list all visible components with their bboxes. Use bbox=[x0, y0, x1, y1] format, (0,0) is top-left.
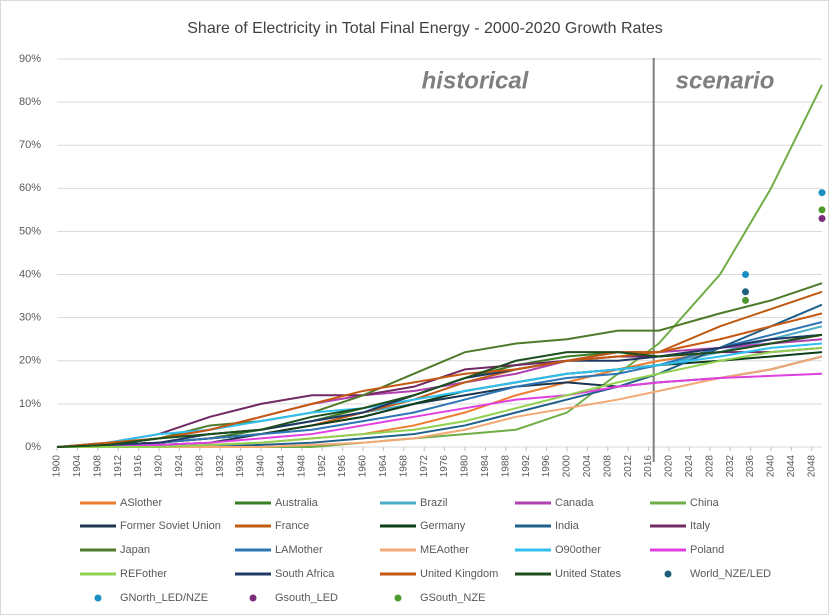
series-line bbox=[57, 321, 823, 448]
legend-label: World_NZE/LED bbox=[690, 568, 771, 580]
x-tick-label: 2020 bbox=[664, 455, 675, 478]
x-tick-label: 2016 bbox=[643, 455, 654, 478]
series-line bbox=[57, 346, 823, 448]
legend-label: Gsouth_LED bbox=[275, 592, 338, 604]
legend-label: REFother bbox=[120, 568, 167, 580]
legend-label: India bbox=[555, 520, 580, 532]
x-tick-label: 2000 bbox=[562, 455, 573, 478]
x-tick-label: 1920 bbox=[154, 455, 165, 478]
x-tick-label: 1904 bbox=[72, 455, 83, 478]
legend-label: Italy bbox=[690, 520, 711, 532]
x-tick-label: 1996 bbox=[541, 455, 552, 478]
x-tick-label: 1932 bbox=[215, 455, 226, 478]
y-tick-label: 70% bbox=[19, 139, 41, 151]
chart-title: Share of Electricity in Total Final Ener… bbox=[187, 20, 663, 37]
legend-label: China bbox=[690, 497, 720, 509]
annotation: scenario bbox=[676, 67, 775, 94]
x-tick-label: 1988 bbox=[500, 455, 511, 478]
legend-label: United Kingdom bbox=[420, 568, 498, 580]
x-tick-label: 1976 bbox=[439, 455, 450, 478]
y-tick-label: 60% bbox=[19, 182, 41, 194]
x-tick-label: 2032 bbox=[725, 455, 736, 478]
legend-label: France bbox=[275, 520, 309, 532]
x-tick-label: 2028 bbox=[704, 455, 715, 478]
scatter-point bbox=[818, 189, 826, 197]
legend-label: Germany bbox=[420, 520, 466, 532]
legend-label: Australia bbox=[275, 497, 319, 509]
x-tick-label: 1968 bbox=[398, 455, 409, 478]
x-tick-label: 1924 bbox=[174, 455, 185, 478]
legend-label: MEAother bbox=[420, 544, 469, 556]
scatter-point bbox=[742, 296, 749, 304]
x-tick-label: 2048 bbox=[806, 455, 817, 478]
scatter-point bbox=[742, 288, 749, 296]
x-tick-label: 1984 bbox=[480, 455, 491, 478]
series-line bbox=[56, 312, 823, 448]
x-tick-label: 1948 bbox=[296, 455, 307, 478]
y-tick-label: 0% bbox=[25, 441, 41, 453]
legend-label: United States bbox=[555, 568, 622, 580]
series-line bbox=[56, 342, 823, 448]
scatter-point bbox=[818, 215, 826, 223]
scatter-point bbox=[742, 271, 749, 279]
legend-marker bbox=[94, 594, 102, 602]
x-tick-label: 1952 bbox=[317, 455, 328, 478]
series-line bbox=[57, 372, 823, 448]
y-tick-label: 10% bbox=[19, 398, 41, 410]
x-tick-label: 2008 bbox=[602, 455, 613, 478]
y-tick-label: 20% bbox=[19, 355, 41, 367]
x-tick-label: 1916 bbox=[133, 455, 144, 478]
x-tick-label: 1900 bbox=[52, 455, 63, 478]
legend-label: GSouth_NZE bbox=[420, 592, 485, 604]
x-tick-label: 1964 bbox=[378, 455, 389, 478]
annotation: historical bbox=[422, 67, 530, 94]
x-tick-label: 1928 bbox=[194, 455, 205, 478]
series-line bbox=[56, 333, 823, 448]
legend-label: Brazil bbox=[420, 497, 448, 509]
x-tick-label: 1908 bbox=[92, 455, 103, 478]
legend-label: South Africa bbox=[275, 568, 335, 580]
x-tick-label: 2024 bbox=[684, 455, 695, 478]
x-tick-label: 1980 bbox=[460, 455, 471, 478]
x-tick-label: 2044 bbox=[786, 455, 797, 478]
legend-label: LAMother bbox=[275, 544, 323, 556]
x-tick-label: 2004 bbox=[582, 455, 593, 478]
series-line bbox=[57, 355, 823, 448]
x-tick-label: 1992 bbox=[521, 455, 532, 478]
y-tick-label: 90% bbox=[19, 53, 41, 65]
x-tick-label: 1972 bbox=[419, 455, 430, 478]
x-tick-label: 2040 bbox=[766, 455, 777, 478]
y-tick-label: 40% bbox=[19, 268, 41, 280]
x-tick-label: 2036 bbox=[745, 455, 756, 478]
x-tick-label: 1960 bbox=[358, 455, 369, 478]
legend-marker bbox=[394, 594, 402, 602]
legend-label: Former Soviet Union bbox=[120, 520, 221, 532]
legend-label: Japan bbox=[120, 544, 150, 556]
x-tick-label: 1936 bbox=[235, 455, 246, 478]
x-tick-label: 1956 bbox=[337, 455, 348, 478]
legend-label: GNorth_LED/NZE bbox=[120, 592, 208, 604]
legend-label: Canada bbox=[555, 497, 594, 509]
y-tick-label: 30% bbox=[19, 312, 41, 324]
x-tick-label: 1940 bbox=[256, 455, 267, 478]
legend-label: Poland bbox=[690, 544, 724, 556]
legend-marker bbox=[249, 594, 257, 602]
y-tick-label: 50% bbox=[19, 225, 41, 237]
x-tick-label: 1944 bbox=[276, 455, 287, 478]
legend-label: O90other bbox=[555, 544, 601, 556]
x-tick-label: 2012 bbox=[623, 455, 634, 478]
x-tick-label: 1912 bbox=[113, 455, 124, 478]
y-tick-label: 80% bbox=[19, 96, 41, 108]
legend-label: ASlother bbox=[120, 497, 163, 509]
scatter-point bbox=[818, 206, 826, 214]
legend-marker bbox=[664, 570, 672, 578]
